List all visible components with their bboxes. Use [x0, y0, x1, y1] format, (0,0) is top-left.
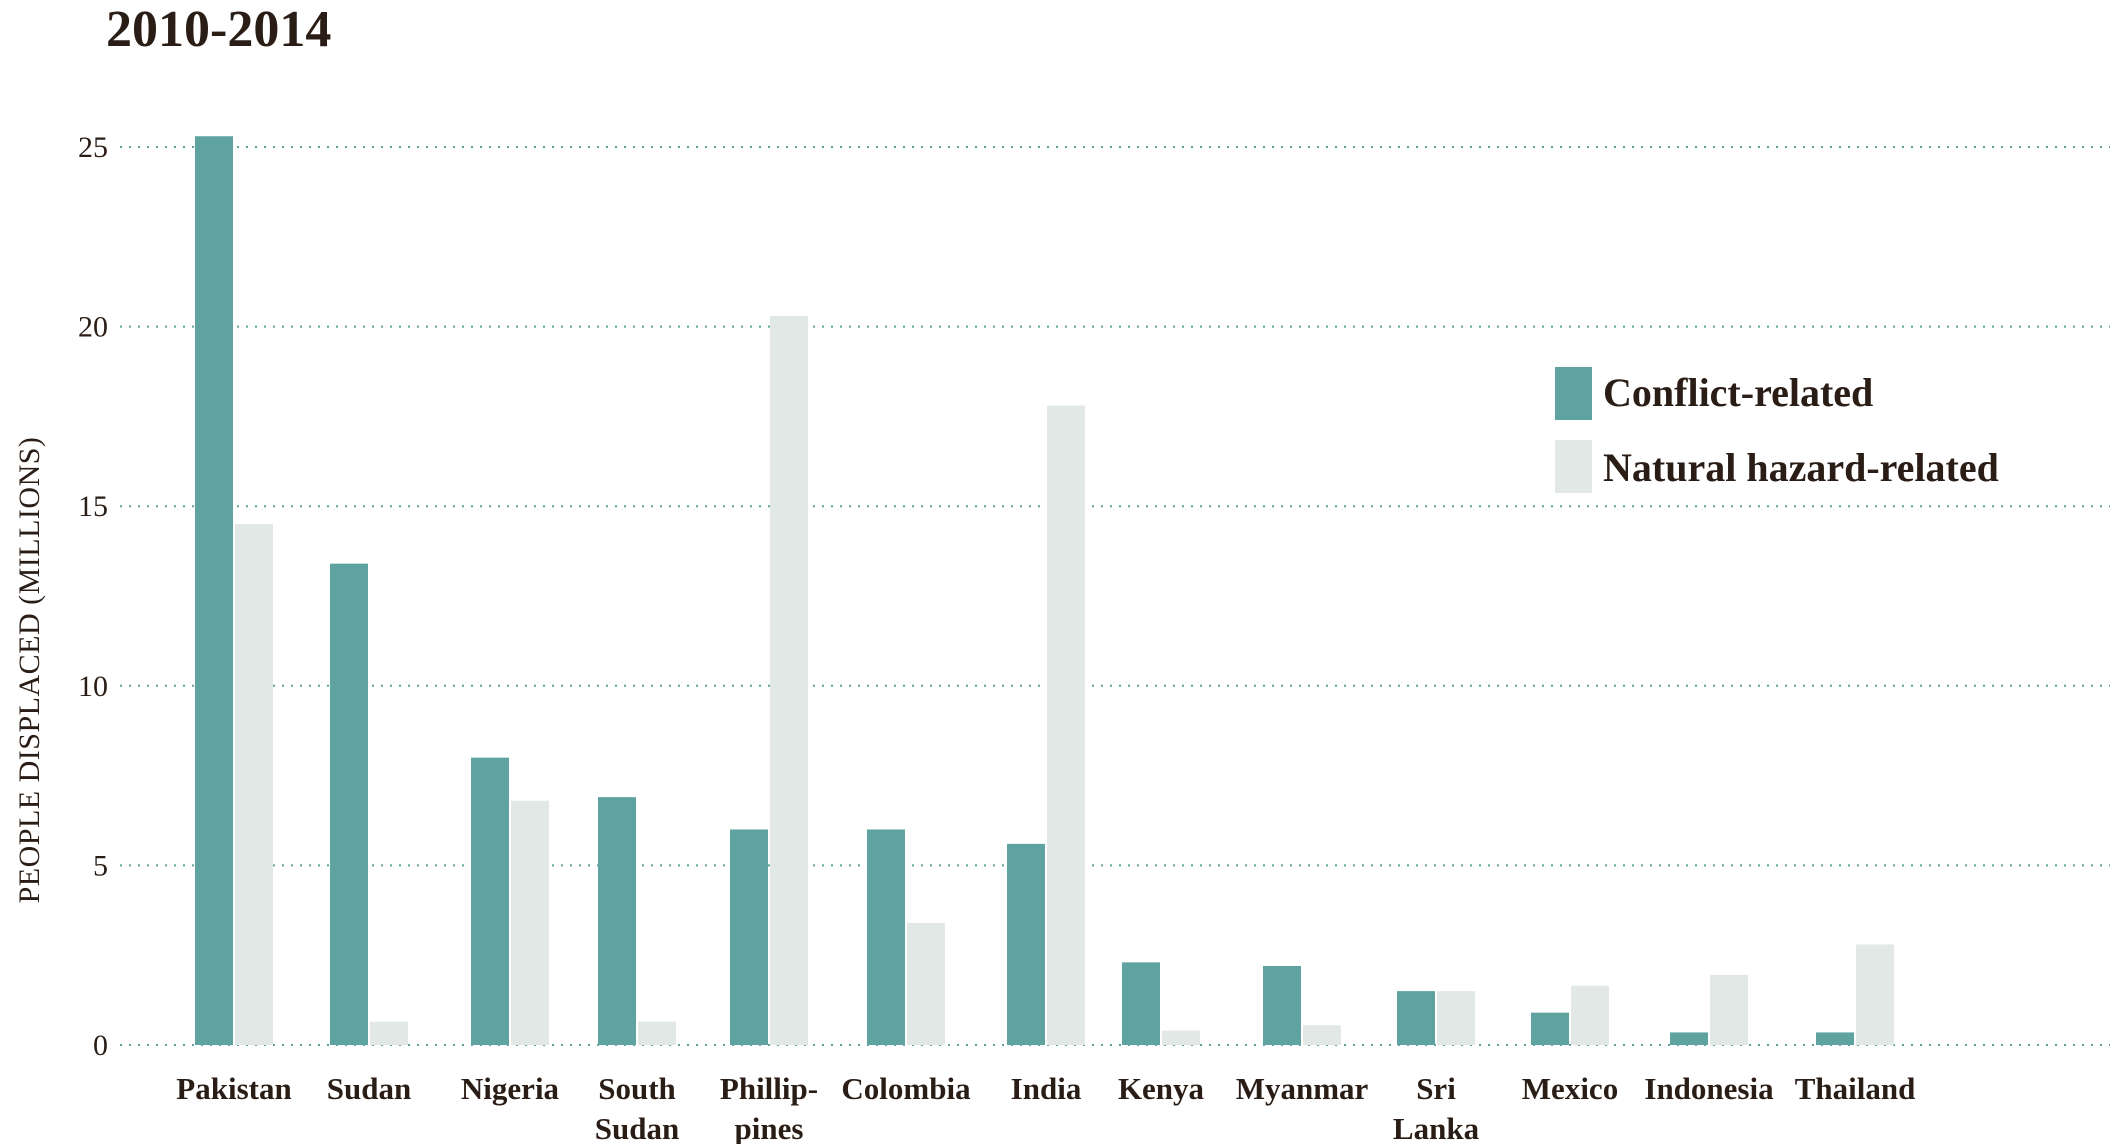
x-tick-label-line: Mexico	[1522, 1071, 1618, 1106]
x-tick-label-line: Thailand	[1795, 1071, 1916, 1106]
bar-natural-12	[1856, 944, 1894, 1045]
legend-label-natural: Natural hazard-related	[1603, 445, 1999, 490]
bar-conflict-7	[1122, 962, 1160, 1045]
legend: Conflict-related Natural hazard-related	[1555, 367, 1999, 493]
gridlines	[120, 146, 2110, 1046]
y-tick-label: 5	[93, 849, 108, 882]
x-tick-label: Kenya	[1118, 1071, 1205, 1106]
bar-conflict-12	[1816, 1032, 1854, 1045]
x-tick-label-line: pines	[735, 1111, 804, 1144]
x-tick-label-line: Sudan	[595, 1111, 679, 1144]
x-tick-label: Sri Lanka	[1393, 1071, 1480, 1144]
y-axis-ticks: 0 5 10 15 20 25	[78, 131, 108, 1062]
x-tick-label-line: Indonesia	[1644, 1071, 1774, 1106]
x-tick-label: Sudan	[327, 1071, 411, 1106]
x-tick-label-line: Sri	[1416, 1071, 1456, 1106]
bar-conflict-6	[1007, 843, 1045, 1045]
x-tick-label-line: Kenya	[1118, 1071, 1205, 1106]
x-tick-label: South Sudan	[595, 1071, 679, 1144]
y-tick-label: 25	[78, 131, 108, 164]
y-tick-label: 15	[78, 490, 108, 523]
bar-natural-2	[511, 800, 549, 1045]
x-tick-label-line: Pakistan	[176, 1071, 291, 1106]
x-tick-label-line: Colombia	[841, 1071, 971, 1106]
x-tick-label-line: India	[1011, 1071, 1082, 1106]
x-tick-label: Pakistan	[176, 1071, 291, 1106]
x-tick-label: Colombia	[841, 1071, 971, 1106]
bars	[195, 136, 1894, 1046]
x-tick-label: Mexico	[1522, 1071, 1618, 1106]
bar-natural-9	[1437, 991, 1475, 1045]
bar-conflict-10	[1531, 1012, 1569, 1045]
bar-natural-7	[1162, 1030, 1200, 1045]
x-tick-label-line: Nigeria	[461, 1071, 560, 1106]
bar-natural-6	[1047, 405, 1085, 1045]
bar-natural-8	[1303, 1025, 1341, 1045]
bar-natural-4	[770, 315, 808, 1046]
bar-natural-5	[907, 922, 945, 1045]
bar-natural-1	[370, 1021, 408, 1045]
bar-natural-11	[1710, 974, 1748, 1045]
bar-natural-3	[638, 1021, 676, 1045]
y-axis-label: PEOPLE DISPLACED (MILLIONS)	[13, 437, 46, 904]
bar-conflict-8	[1263, 965, 1301, 1045]
bar-conflict-9	[1397, 991, 1435, 1045]
bar-conflict-3	[598, 797, 636, 1045]
x-tick-label: Nigeria	[461, 1071, 560, 1106]
bar-natural-0	[235, 524, 273, 1045]
x-tick-label-line: South	[598, 1071, 676, 1106]
x-axis-ticks: Pakistan Sudan Nigeria South Sudan Phillip-pi…	[176, 1071, 1915, 1144]
legend-swatch-conflict	[1555, 367, 1592, 420]
legend-swatch-natural	[1555, 440, 1592, 493]
bar-conflict-11	[1670, 1032, 1708, 1045]
x-tick-label: Indonesia	[1644, 1071, 1774, 1106]
y-tick-label: 20	[78, 311, 108, 344]
x-tick-label-line: Myanmar	[1236, 1071, 1369, 1106]
x-tick-label: Myanmar	[1236, 1071, 1369, 1106]
x-tick-label-line: Sudan	[327, 1071, 411, 1106]
bar-conflict-4	[730, 829, 768, 1045]
bar-natural-10	[1571, 985, 1609, 1045]
legend-label-conflict: Conflict-related	[1603, 370, 1873, 415]
x-tick-label: Phillip-pines	[720, 1071, 818, 1144]
x-tick-label-line: Lanka	[1393, 1111, 1480, 1144]
y-tick-label: 10	[78, 670, 108, 703]
y-tick-label: 0	[93, 1029, 108, 1062]
bar-conflict-1	[330, 563, 368, 1045]
bar-conflict-5	[867, 829, 905, 1045]
chart-title: 2010-2014	[106, 1, 331, 58]
bar-conflict-2	[471, 757, 509, 1045]
x-tick-label: India	[1011, 1071, 1082, 1106]
bar-conflict-0	[195, 136, 233, 1045]
x-tick-label: Thailand	[1795, 1071, 1916, 1106]
x-tick-label-line: Phillip-	[720, 1071, 818, 1106]
